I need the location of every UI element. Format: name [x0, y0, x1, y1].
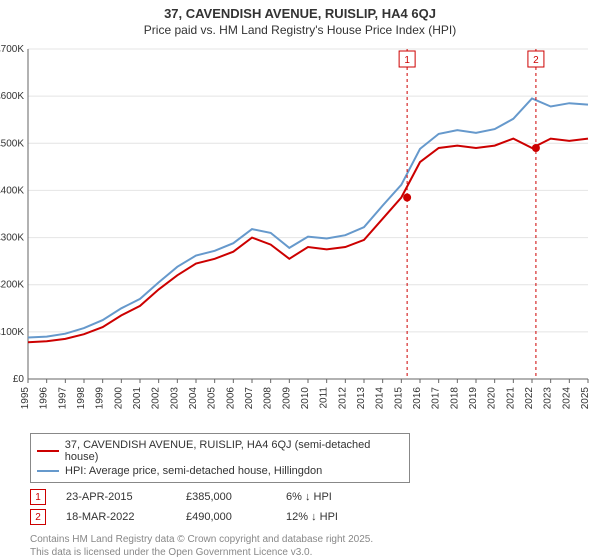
sale-marker-number: 2 [533, 55, 539, 66]
x-tick-label: 2006 [225, 387, 236, 410]
x-tick-label: 2010 [300, 387, 311, 410]
legend-label: 37, CAVENDISH AVENUE, RUISLIP, HA4 6QJ (… [65, 439, 403, 463]
x-tick-label: 2022 [524, 387, 535, 410]
sale-diff: 6% ↓ HPI [286, 491, 386, 503]
x-tick-label: 2014 [375, 387, 386, 410]
x-tick-label: 2019 [468, 387, 479, 410]
footer-attribution: Contains HM Land Registry data © Crown c… [30, 533, 590, 559]
legend: 37, CAVENDISH AVENUE, RUISLIP, HA4 6QJ (… [30, 433, 410, 483]
sale-diff: 12% ↓ HPI [286, 511, 386, 523]
footer-line-1: Contains HM Land Registry data © Crown c… [30, 533, 590, 546]
legend-row: 37, CAVENDISH AVENUE, RUISLIP, HA4 6QJ (… [37, 438, 403, 464]
x-tick-label: 2001 [132, 387, 143, 410]
x-tick-label: 1999 [95, 387, 106, 410]
x-tick-label: 2021 [505, 387, 516, 410]
x-tick-label: 2012 [337, 387, 348, 410]
legend-swatch [37, 470, 59, 472]
x-tick-label: 2011 [319, 387, 330, 409]
sale-marker-number: 1 [404, 55, 410, 66]
x-tick-label: 2005 [207, 387, 218, 410]
sale-row: 2 18-MAR-2022 £490,000 12% ↓ HPI [30, 507, 590, 527]
sale-price: £385,000 [186, 491, 266, 503]
sales-table: 1 23-APR-2015 £385,000 6% ↓ HPI 2 18-MAR-2022… [30, 487, 590, 527]
sale-date: 18-MAR-2022 [66, 511, 166, 523]
x-tick-label: 1998 [76, 387, 87, 410]
x-tick-label: 1996 [39, 387, 50, 410]
chart-svg: £0 £100K £200K £300K £400K £500K £600K £700K 199… [0, 39, 600, 429]
sale-date: 23-APR-2015 [66, 491, 166, 503]
sale-marker-dot [532, 144, 540, 152]
x-tick-label: 2023 [543, 387, 554, 410]
y-tick-label: £400K [0, 185, 24, 196]
y-tick-label: £0 [13, 374, 25, 385]
y-tick-label: £600K [0, 91, 24, 102]
x-tick-label: 2013 [356, 387, 367, 410]
x-tick-label: 2003 [169, 387, 180, 410]
sale-badge: 2 [30, 509, 46, 525]
x-tick-label: 2009 [281, 387, 292, 410]
sale-row: 1 23-APR-2015 £385,000 6% ↓ HPI [30, 487, 590, 507]
sale-badge: 1 [30, 489, 46, 505]
y-tick-label: £700K [0, 44, 24, 55]
x-tick-label: 2000 [113, 387, 124, 410]
y-tick-label: £500K [0, 138, 24, 149]
page-title: 37, CAVENDISH AVENUE, RUISLIP, HA4 6QJ [0, 6, 600, 21]
x-tick-label: 2017 [431, 387, 442, 410]
x-tick-label: 1995 [20, 387, 31, 410]
legend-row: HPI: Average price, semi-detached house,… [37, 464, 403, 478]
x-tick-label: 2018 [449, 387, 460, 410]
legend-label: HPI: Average price, semi-detached house,… [65, 465, 322, 477]
y-tick-label: £200K [0, 280, 24, 291]
x-tick-label: 2025 [580, 387, 591, 410]
y-tick-label: £300K [0, 233, 24, 244]
x-tick-label: 2016 [412, 387, 423, 410]
x-tick-label: 2015 [393, 387, 404, 410]
sale-marker-dot [403, 194, 411, 202]
sale-price: £490,000 [186, 511, 266, 523]
legend-swatch [37, 450, 59, 452]
price-chart: £0 £100K £200K £300K £400K £500K £600K £700K 199… [0, 39, 600, 429]
footer-line-2: This data is licensed under the Open Gov… [30, 546, 590, 559]
x-tick-label: 2020 [487, 387, 498, 410]
y-tick-label: £100K [0, 327, 24, 338]
x-tick-label: 2004 [188, 387, 199, 410]
page-subtitle: Price paid vs. HM Land Registry's House … [0, 23, 600, 37]
x-tick-label: 2002 [151, 387, 162, 410]
x-tick-label: 1997 [57, 387, 68, 410]
x-tick-label: 2007 [244, 387, 255, 410]
x-tick-label: 2008 [263, 387, 274, 410]
x-tick-label: 2024 [561, 387, 572, 410]
